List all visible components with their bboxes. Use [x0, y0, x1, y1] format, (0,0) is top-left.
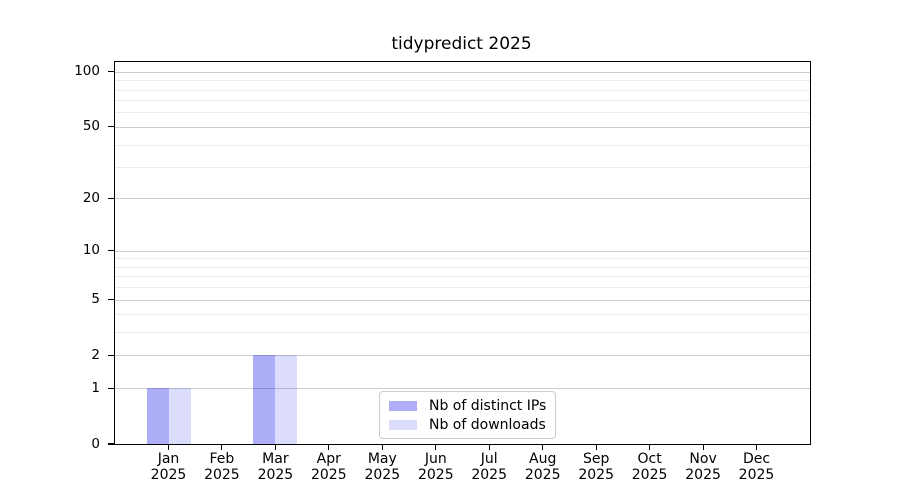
minor-gridline — [115, 266, 810, 268]
y-tick-label: 50 — [82, 118, 100, 135]
minor-gridline — [115, 258, 810, 260]
y-tick-label: 2 — [91, 346, 100, 363]
major-gridline — [115, 299, 810, 301]
bar-jan-distinct-ips — [146, 388, 169, 444]
x-tick-label-jul: Jul 2025 — [471, 451, 507, 483]
minor-gridline — [115, 167, 810, 168]
y-tick-label: 5 — [91, 291, 100, 307]
x-tick-mark — [595, 445, 597, 450]
legend-swatch-distinct-ips — [389, 400, 417, 411]
y-tick-mark — [108, 443, 114, 445]
major-gridline — [115, 250, 810, 252]
minor-gridline — [115, 100, 810, 102]
x-tick-mark — [381, 445, 383, 450]
minor-gridline — [115, 332, 810, 334]
x-tick-label-mar: Mar 2025 — [257, 451, 294, 483]
y-tick-label: 20 — [82, 189, 100, 206]
plot-area — [114, 61, 811, 445]
bar-mar-downloads — [275, 355, 298, 444]
chart-title: tidypredict 2025 — [391, 34, 532, 54]
x-tick-label-oct: Oct 2025 — [631, 451, 668, 483]
x-tick-label-feb: Feb 2025 — [204, 451, 240, 483]
major-gridline — [115, 126, 810, 128]
x-tick-mark — [167, 445, 170, 450]
y-tick-label: 1 — [91, 379, 100, 396]
x-tick-label-dec: Dec 2025 — [738, 451, 775, 483]
minor-gridline — [115, 276, 810, 278]
x-tick-label-jun: Jun 2025 — [417, 451, 454, 483]
minor-gridline — [115, 89, 810, 91]
y-tick-mark — [108, 126, 114, 128]
major-gridline — [115, 355, 810, 357]
legend-label-downloads: Nb of downloads — [429, 416, 546, 433]
x-tick-mark — [649, 445, 651, 450]
x-tick-mark — [542, 445, 544, 450]
x-tick-label-apr: Apr 2025 — [310, 451, 347, 483]
major-gridline — [115, 388, 810, 390]
x-tick-label-nov: Nov 2025 — [685, 451, 721, 483]
y-tick-label: 0 — [91, 435, 100, 452]
y-tick-mark — [108, 71, 114, 73]
x-tick-mark — [328, 445, 330, 450]
x-tick-mark — [488, 445, 490, 450]
bar-mar-distinct-ips — [253, 355, 276, 444]
x-tick-mark — [274, 445, 276, 450]
minor-gridline — [115, 112, 810, 114]
minor-gridline — [115, 80, 810, 82]
x-tick-label-jan: Jan 2025 — [150, 451, 187, 483]
major-gridline — [115, 71, 810, 73]
x-tick-label-sep: Sep 2025 — [578, 451, 614, 483]
y-tick-mark — [108, 354, 114, 356]
y-tick-label: 10 — [82, 242, 100, 259]
y-tick-mark — [108, 250, 114, 252]
major-gridline — [115, 198, 810, 200]
x-tick-mark — [435, 445, 437, 450]
x-tick-label-may: May 2025 — [364, 451, 401, 483]
y-tick-mark — [108, 298, 114, 301]
y-tick-mark — [108, 387, 114, 389]
x-tick-mark — [702, 445, 704, 450]
y-tick-mark — [108, 197, 114, 199]
legend-swatch-downloads — [389, 419, 417, 430]
y-tick-label: 100 — [74, 63, 100, 80]
x-tick-label-aug: Aug 2025 — [524, 451, 561, 483]
x-tick-mark — [221, 445, 223, 450]
legend-label-distinct-ips: Nb of distinct IPs — [429, 397, 547, 414]
minor-gridline — [115, 314, 810, 316]
legend-entry-downloads: Nb of downloads — [389, 416, 546, 433]
x-tick-mark — [755, 445, 758, 450]
legend: Nb of distinct IPs Nb of downloads — [379, 391, 557, 439]
minor-gridline — [115, 287, 810, 289]
legend-entry-distinct-ips: Nb of distinct IPs — [389, 397, 547, 414]
bar-jan-downloads — [168, 388, 191, 444]
minor-gridline — [115, 144, 810, 146]
